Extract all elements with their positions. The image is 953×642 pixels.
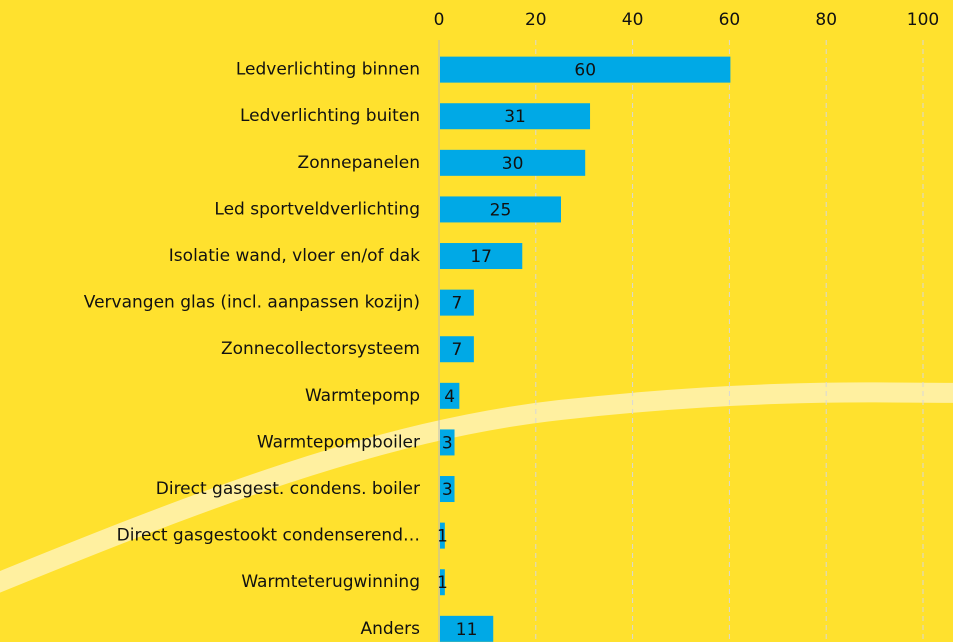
y-tick-label: Warmtepompboiler: [257, 432, 420, 452]
data-label: 3: [442, 480, 453, 500]
data-label: 11: [456, 620, 478, 640]
data-label: 3: [442, 433, 453, 453]
data-label: 25: [490, 200, 512, 220]
x-tick-label: 100: [907, 10, 939, 30]
bar: [440, 243, 523, 270]
y-tick-label: Zonnepanelen: [298, 153, 420, 173]
bar: [440, 569, 445, 596]
y-tick-label: Vervangen glas (incl. aanpassen kozijn): [84, 293, 420, 313]
y-tick-label: Ledverlichting binnen: [236, 60, 420, 80]
data-label: 7: [452, 340, 463, 360]
x-tick-label: 80: [815, 10, 837, 30]
y-tick-label: Warmteterugwinning: [241, 572, 420, 592]
data-label: 31: [504, 107, 526, 127]
bar: [440, 56, 731, 83]
decorative-stripe: [0, 382, 953, 593]
data-label: 1: [437, 527, 448, 547]
bar: [440, 429, 455, 456]
bar: [440, 522, 445, 549]
data-label: 17: [470, 247, 492, 267]
data-label: 1: [437, 573, 448, 593]
bar: [440, 149, 586, 176]
y-tick-label: Direct gasgestookt condenserend…: [117, 526, 420, 546]
y-tick-label: Direct gasgest. condens. boiler: [156, 479, 420, 499]
bar: [440, 476, 455, 503]
data-label: 30: [502, 154, 524, 174]
bar: [440, 289, 474, 316]
y-tick-label: Led sportveldverlichting: [214, 199, 420, 219]
y-tick-label: Ledverlichting buiten: [240, 106, 420, 126]
data-label: 4: [444, 387, 455, 407]
x-tick-label: 60: [719, 10, 741, 30]
bar: [440, 615, 494, 642]
bar: [440, 196, 561, 223]
x-tick-label: 20: [525, 10, 547, 30]
y-tick-label: Zonnecollectorsysteem: [221, 339, 420, 359]
data-label: 7: [452, 294, 463, 314]
bar: [440, 103, 591, 130]
bar: [440, 382, 460, 409]
y-tick-label: Warmtepomp: [305, 386, 420, 406]
bar: [440, 336, 474, 363]
y-tick-label: Anders: [361, 619, 421, 639]
x-tick-label: 0: [434, 10, 445, 30]
x-tick-label: 40: [622, 10, 644, 30]
data-label: 60: [574, 61, 596, 81]
y-tick-label: Isolatie wand, vloer en/of dak: [169, 246, 420, 266]
